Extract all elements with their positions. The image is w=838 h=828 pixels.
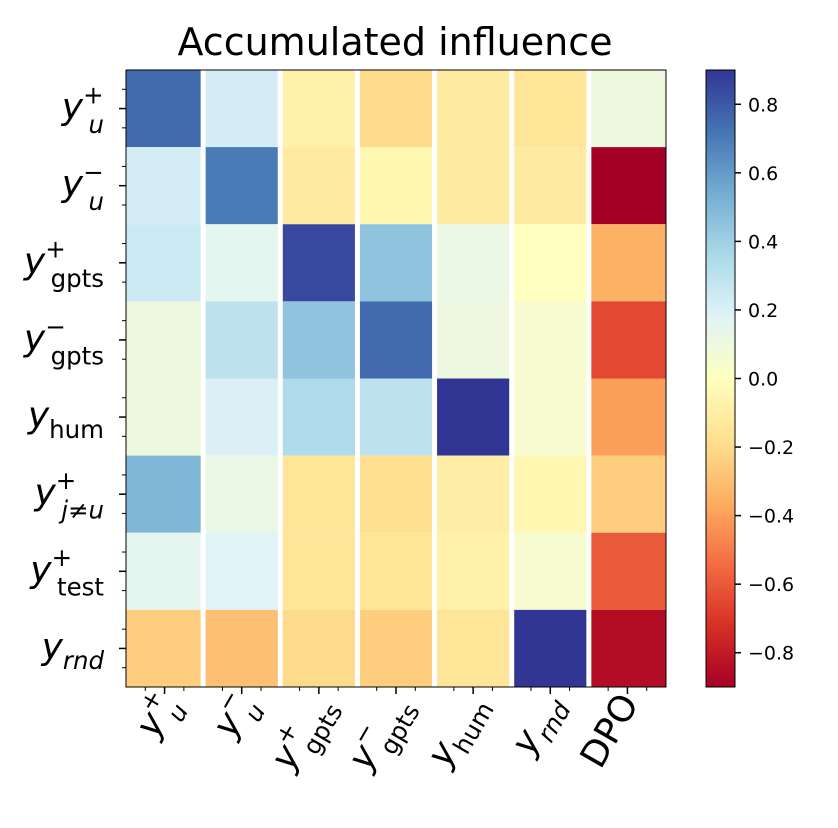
heatmap-cell <box>434 609 512 687</box>
heatmap-cell <box>357 70 435 148</box>
heatmap-cell <box>126 301 204 379</box>
colorbar-tick-label: −0.4 <box>748 506 794 528</box>
heatmap-cell <box>588 224 666 302</box>
heatmap-cell <box>511 532 589 610</box>
row-label: yhum <box>27 395 104 444</box>
row-label: y+ gpts <box>23 235 104 294</box>
heatmap-cell <box>203 378 281 456</box>
heatmap-cell <box>126 70 204 148</box>
colorbar-tick-label: 0.0 <box>748 369 778 391</box>
heatmap-cell <box>511 455 589 533</box>
heatmap-cell <box>203 532 281 610</box>
colorbar-tick-label: −0.8 <box>748 643 794 665</box>
heatmap-cell <box>126 532 204 610</box>
column-label: y+u <box>122 684 194 751</box>
heatmap-cell <box>126 378 204 456</box>
heatmap-cells <box>125 69 667 688</box>
axis-ticks <box>119 88 648 694</box>
heatmap-cell <box>203 224 281 302</box>
colorbar-tick-label: 0.2 <box>748 300 778 322</box>
colorbar-tick-label: 0.6 <box>748 163 778 185</box>
heatmap-cell <box>357 301 435 379</box>
heatmap-cell <box>511 224 589 302</box>
colorbar-gradient <box>705 69 736 688</box>
column-label: y+gpts <box>257 684 348 784</box>
heatmap-cell <box>203 609 281 687</box>
heatmap-cell <box>434 301 512 379</box>
heatmap-cell <box>434 70 512 148</box>
heatmap-cell <box>280 455 358 533</box>
heatmap-cell <box>126 609 204 687</box>
heatmap-cell <box>280 609 358 687</box>
column-label: y−u <box>199 684 271 751</box>
row-label: y− u <box>61 158 104 217</box>
row-label: y− gpts <box>23 312 104 371</box>
column-label: DPO <box>573 687 647 775</box>
row-label: yrnd <box>41 626 105 675</box>
heatmap-cell <box>280 532 358 610</box>
column-label: yrnd <box>503 687 577 767</box>
heatmap-cell <box>588 609 666 687</box>
heatmap-cell <box>588 455 666 533</box>
heatmap-cell <box>511 301 589 379</box>
heatmap-cell <box>511 147 589 225</box>
heatmap-cell <box>357 455 435 533</box>
heatmap-cell <box>588 301 666 379</box>
colorbar-tick-label: 0.4 <box>748 231 778 253</box>
heatmap-cell <box>588 378 666 456</box>
row-label: y+ j≠u <box>33 466 104 525</box>
colorbar-tick-label: 0.8 <box>748 94 778 116</box>
heatmap-cell <box>434 378 512 456</box>
heatmap-cell <box>280 301 358 379</box>
heatmap-cell <box>357 147 435 225</box>
heatmap-cell <box>588 147 666 225</box>
column-label: y−gpts <box>334 684 425 784</box>
row-label: y+ u <box>61 80 104 139</box>
heatmap-cell <box>203 301 281 379</box>
heatmap-cell <box>588 70 666 148</box>
colorbar-tick-label: −0.2 <box>748 437 794 459</box>
heatmap-cell <box>511 378 589 456</box>
heatmap-cell <box>511 70 589 148</box>
heatmap-cell <box>280 147 358 225</box>
heatmap-cell <box>203 147 281 225</box>
heatmap-cell <box>203 70 281 148</box>
heatmap-cell <box>357 378 435 456</box>
heatmap-cell <box>357 532 435 610</box>
heatmap-cell <box>434 224 512 302</box>
heatmap-cell <box>434 532 512 610</box>
heatmap-cell <box>126 224 204 302</box>
heatmap-cell <box>434 147 512 225</box>
colorbar-tick-label: −0.6 <box>748 574 794 596</box>
heatmap-cell <box>434 455 512 533</box>
chart-title: Accumulated influence <box>177 20 612 64</box>
row-label: y+ test <box>29 543 104 602</box>
heatmap-cell <box>126 455 204 533</box>
heatmap-cell <box>280 70 358 148</box>
heatmap-cell <box>511 609 589 687</box>
colorbar: 0.8 0.6 0.4 0.2 0.0 −0.2 −0.4 −0.6 −0.8 <box>705 69 794 688</box>
row-labels: y+ u y− u y+ gpts y− gpts yhum y+ j≠u y+ test yrnd <box>23 80 105 675</box>
heatmap-cell <box>357 609 435 687</box>
column-label: yhum <box>419 687 500 778</box>
heatmap-cell <box>280 224 358 302</box>
heatmap-cell <box>280 378 358 456</box>
heatmap-cell <box>357 224 435 302</box>
heatmap-cell <box>126 147 204 225</box>
heatmap-cell <box>588 532 666 610</box>
heatmap-cell <box>203 455 281 533</box>
